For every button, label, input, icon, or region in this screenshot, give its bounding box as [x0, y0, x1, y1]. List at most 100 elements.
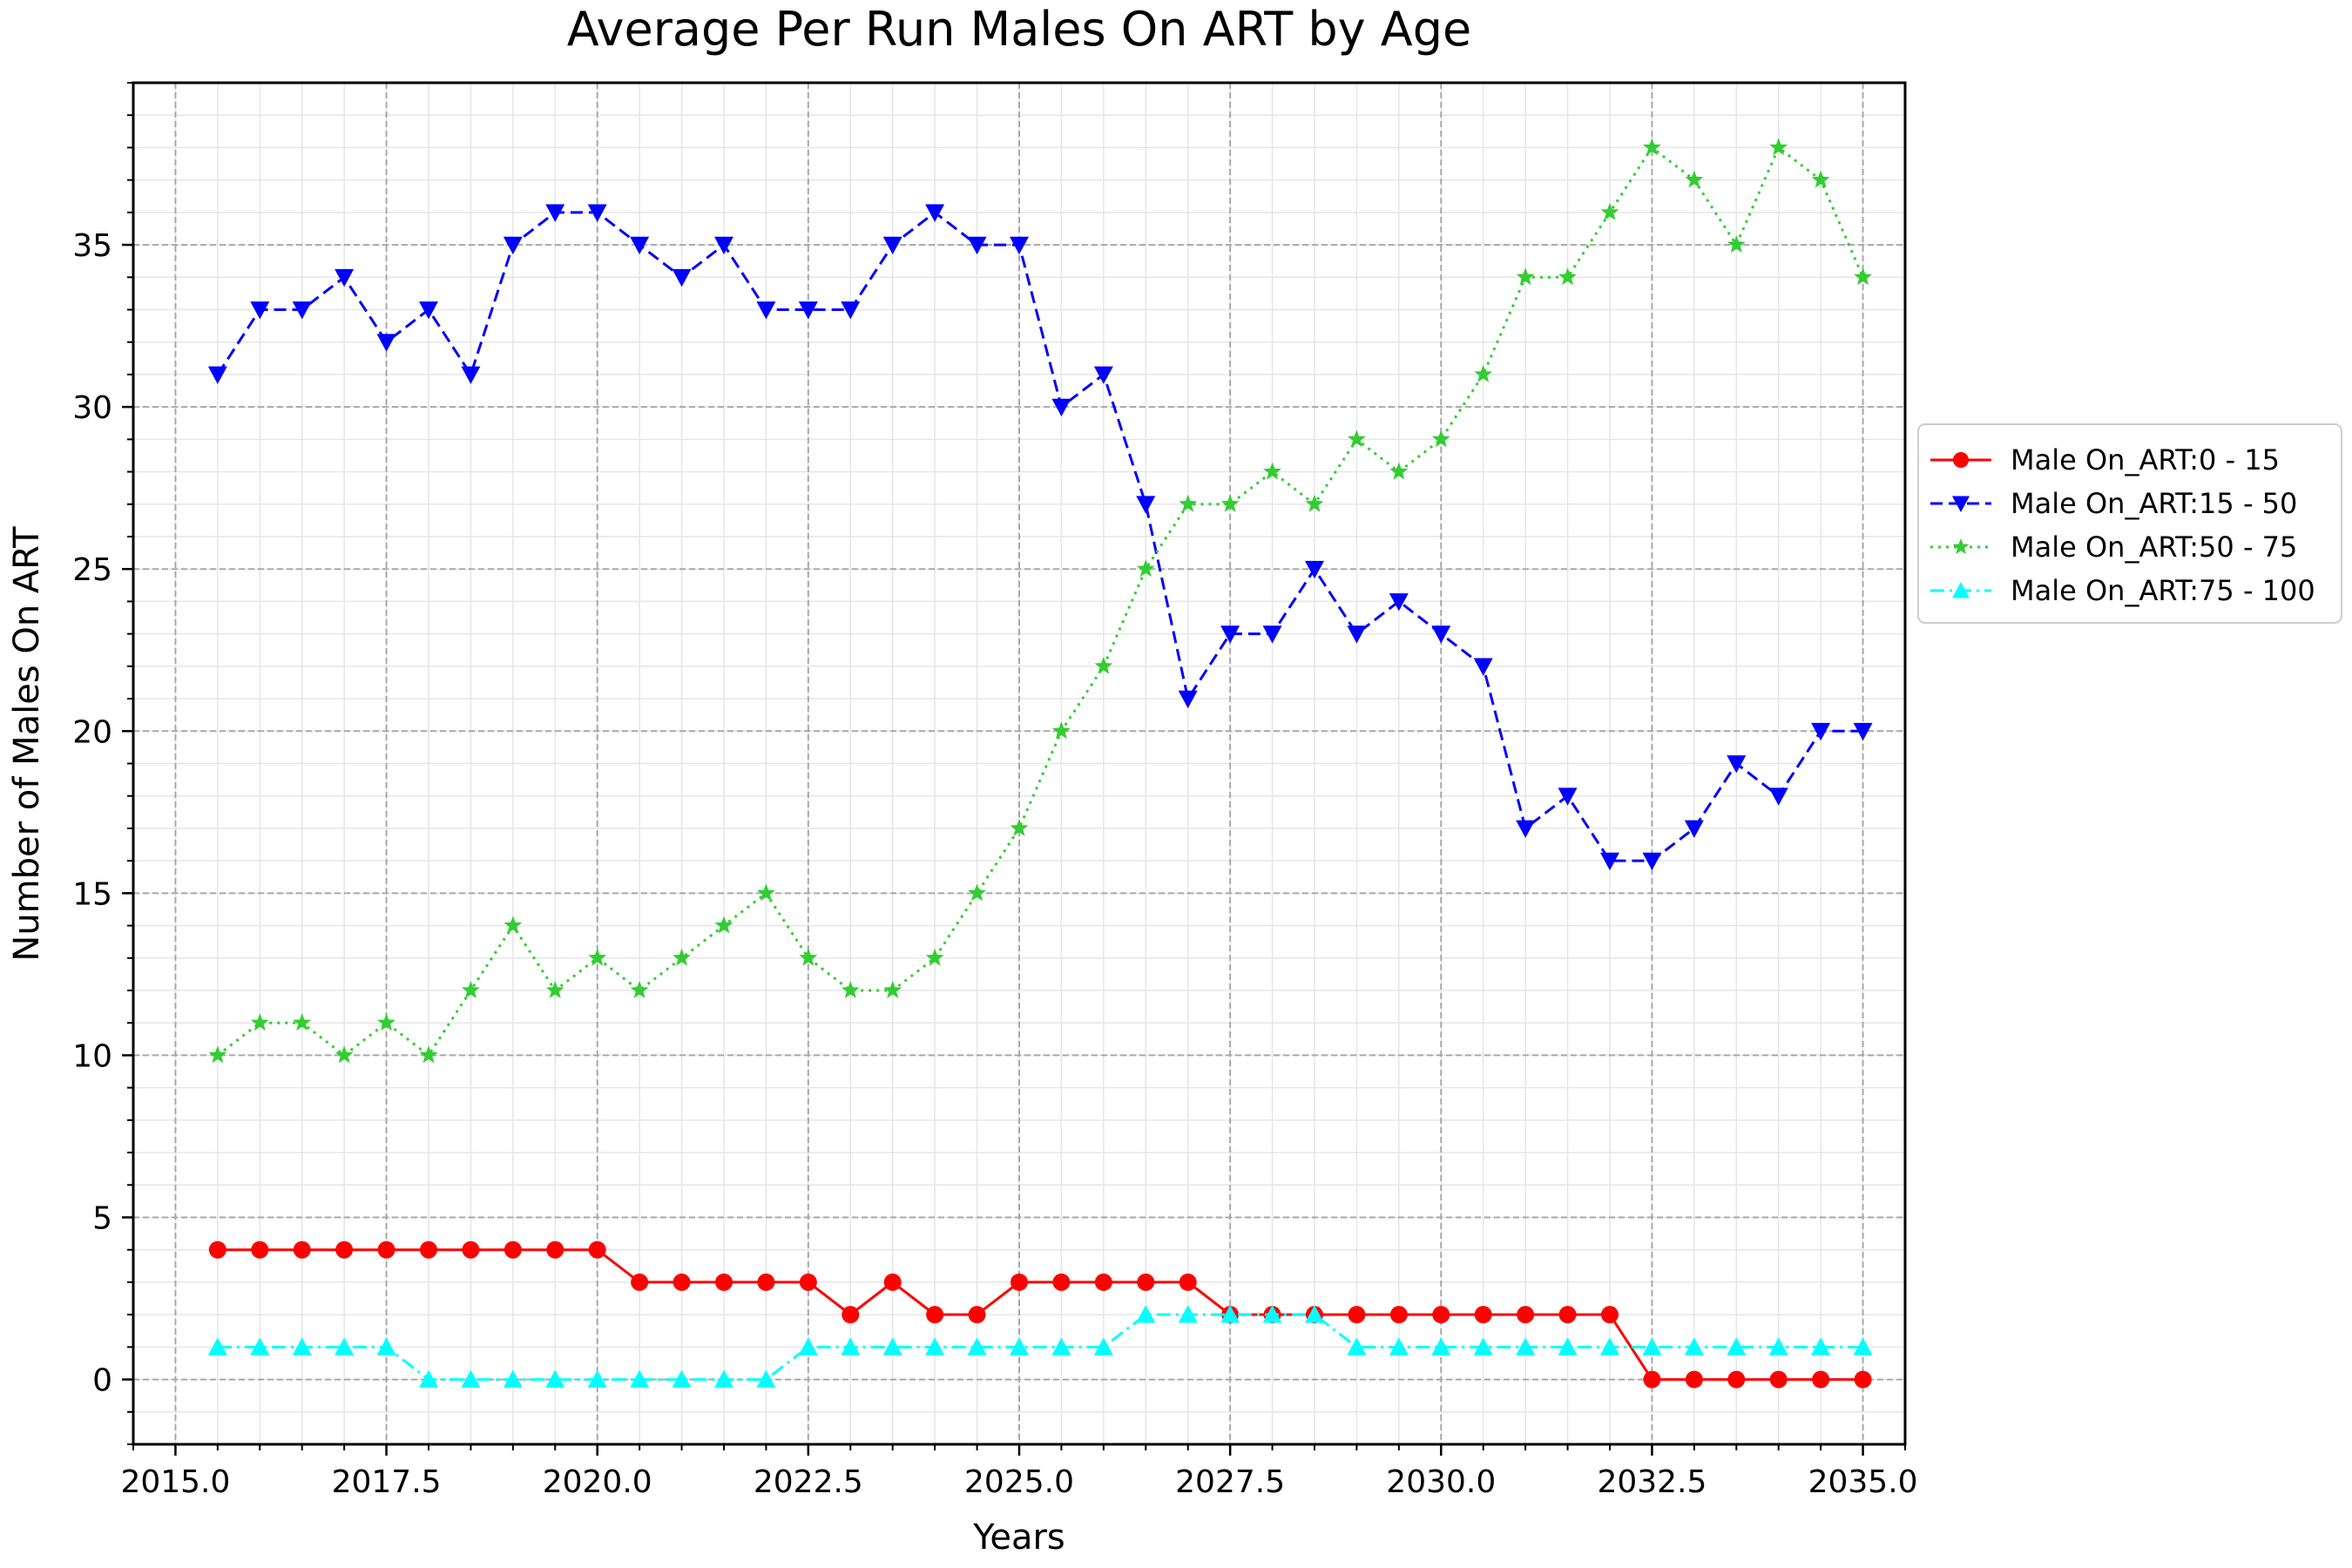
y-tick-label: 0	[92, 1363, 112, 1399]
data-point	[1220, 494, 1240, 512]
data-point	[756, 1369, 776, 1388]
data-point	[1558, 787, 1578, 806]
data-point	[841, 1306, 860, 1324]
data-point	[1094, 656, 1113, 674]
data-point	[335, 268, 355, 287]
data-point	[587, 1369, 607, 1388]
data-point	[335, 1337, 355, 1355]
data-point	[757, 883, 775, 902]
data-point	[798, 301, 818, 320]
data-point	[841, 301, 861, 320]
data-point	[503, 1369, 523, 1388]
data-point	[1431, 625, 1451, 644]
data-point	[1812, 1370, 1830, 1389]
legend-marker	[1952, 538, 1970, 555]
x-tick-label: 2025.0	[964, 1464, 1074, 1500]
data-point	[1768, 1337, 1788, 1355]
data-point	[1220, 625, 1240, 644]
data-point	[1473, 658, 1493, 676]
x-tick-label: 2030.0	[1386, 1464, 1496, 1500]
data-point	[672, 1273, 691, 1291]
data-point	[967, 236, 987, 255]
data-point	[207, 1337, 227, 1355]
legend-label: Male On_ART:15 - 50	[2011, 487, 2297, 520]
data-point	[1600, 1337, 1619, 1355]
data-point	[1179, 1273, 1197, 1291]
data-point	[292, 301, 312, 320]
data-point	[1136, 496, 1156, 514]
data-point	[377, 1013, 395, 1031]
legend-label: Male On_ART:0 - 15	[2011, 443, 2280, 476]
data-point	[1178, 690, 1198, 709]
data-point	[1684, 1337, 1704, 1355]
data-point	[1516, 267, 1535, 286]
data-point	[1052, 721, 1071, 740]
data-point	[672, 268, 692, 287]
data-point	[376, 1337, 396, 1355]
series-3	[208, 138, 1872, 1064]
data-point	[1305, 560, 1324, 579]
chart-title: Average Per Run Males On ART by Age	[567, 2, 1471, 57]
data-point	[1811, 170, 1830, 188]
data-point	[1685, 170, 1704, 188]
data-point	[1220, 1305, 1240, 1323]
data-point	[1305, 1305, 1324, 1323]
data-point	[1010, 1337, 1029, 1355]
data-point	[925, 204, 945, 222]
series-1	[208, 1240, 1872, 1389]
data-point	[462, 981, 480, 998]
data-point	[1516, 820, 1536, 838]
data-point	[925, 1337, 945, 1355]
axis-ticks: 2015.0 2017.5 2020.0 2022.5 2025.0 2027.5 2030…	[72, 82, 1918, 1500]
x-tick-label: 2020.0	[543, 1464, 652, 1500]
data-point	[1432, 1306, 1450, 1324]
data-point	[1643, 1370, 1661, 1389]
legend-entry: Male On_ART:0 - 15	[1930, 443, 2280, 476]
data-point	[461, 366, 481, 384]
data-point	[1727, 1370, 1746, 1389]
data-point	[1473, 1337, 1493, 1355]
series-line	[216, 211, 1863, 862]
x-axis-label: Years	[972, 1517, 1065, 1558]
data-point	[588, 948, 607, 966]
data-point	[251, 1240, 269, 1259]
data-point	[1052, 1273, 1071, 1291]
data-point	[208, 1045, 227, 1064]
data-point	[715, 1273, 733, 1291]
data-point	[882, 236, 902, 255]
data-point	[925, 948, 944, 966]
series-2	[207, 204, 1873, 871]
y-tick-label: 30	[72, 390, 112, 426]
legend-marker	[1952, 496, 1970, 512]
data-point	[1474, 1306, 1492, 1324]
data-point	[208, 1240, 226, 1259]
series-line	[217, 1313, 1863, 1382]
data-point	[1727, 1337, 1747, 1355]
data-point	[1811, 722, 1831, 741]
x-tick-label: 2027.5	[1175, 1464, 1285, 1500]
data-point	[1558, 1337, 1578, 1355]
data-point	[1136, 559, 1155, 578]
data-point	[630, 981, 649, 998]
data-point	[968, 883, 986, 902]
data-point	[714, 1369, 733, 1388]
y-tick-label: 25	[72, 552, 112, 588]
data-point	[545, 981, 564, 998]
data-point	[335, 1240, 354, 1259]
data-point	[1768, 787, 1788, 806]
legend-label: Male On_ART:75 - 100	[2011, 574, 2315, 607]
data-point	[630, 236, 650, 255]
data-point	[756, 301, 776, 320]
data-point	[926, 1306, 944, 1324]
legend-marker	[1952, 582, 1970, 598]
data-point	[631, 1273, 649, 1291]
data-point	[1431, 429, 1450, 448]
data-point	[1094, 1273, 1112, 1291]
data-point	[1010, 236, 1029, 255]
data-point	[883, 981, 902, 998]
data-point	[293, 1013, 312, 1031]
data-point	[882, 1337, 902, 1355]
data-point	[672, 948, 691, 966]
data-point	[250, 1337, 270, 1355]
